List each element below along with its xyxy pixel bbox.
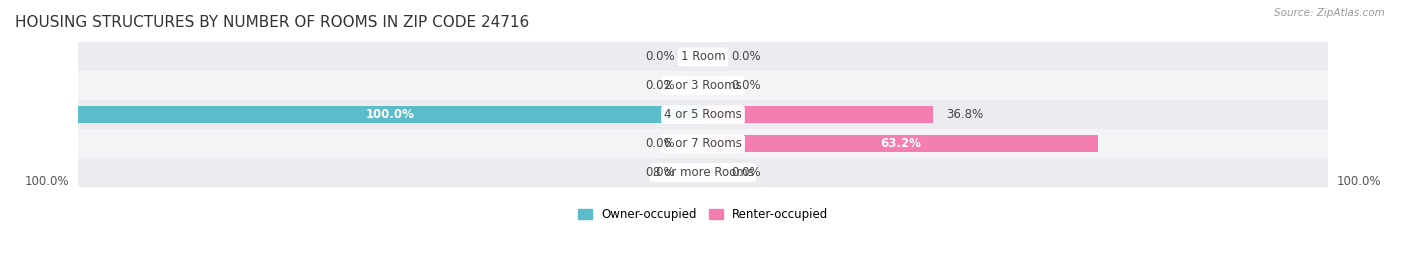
- Bar: [685, 48, 703, 65]
- Text: 6 or 7 Rooms: 6 or 7 Rooms: [664, 137, 742, 150]
- Bar: [703, 77, 721, 94]
- Bar: [703, 48, 721, 65]
- Text: 0.0%: 0.0%: [731, 50, 761, 63]
- Text: 4 or 5 Rooms: 4 or 5 Rooms: [664, 108, 742, 121]
- Bar: [77, 158, 1329, 187]
- Text: 100.0%: 100.0%: [366, 108, 415, 121]
- Text: 1 Room: 1 Room: [681, 50, 725, 63]
- Text: 0.0%: 0.0%: [645, 137, 675, 150]
- Bar: [77, 43, 1329, 71]
- Text: 0.0%: 0.0%: [731, 166, 761, 179]
- Text: 100.0%: 100.0%: [24, 175, 69, 189]
- Text: 36.8%: 36.8%: [946, 108, 983, 121]
- Text: 8 or more Rooms: 8 or more Rooms: [652, 166, 754, 179]
- Bar: [703, 135, 1098, 152]
- Legend: Owner-occupied, Renter-occupied: Owner-occupied, Renter-occupied: [578, 208, 828, 221]
- Bar: [77, 100, 1329, 129]
- Text: 0.0%: 0.0%: [645, 50, 675, 63]
- Bar: [685, 135, 703, 152]
- Bar: [685, 77, 703, 94]
- Bar: [703, 164, 721, 181]
- Text: 63.2%: 63.2%: [880, 137, 921, 150]
- Bar: [77, 71, 1329, 100]
- Bar: [685, 164, 703, 181]
- Text: 0.0%: 0.0%: [645, 166, 675, 179]
- Bar: [703, 106, 934, 123]
- Text: 0.0%: 0.0%: [731, 79, 761, 92]
- Text: 0.0%: 0.0%: [645, 79, 675, 92]
- Text: 2 or 3 Rooms: 2 or 3 Rooms: [664, 79, 742, 92]
- Bar: [77, 106, 703, 123]
- Text: Source: ZipAtlas.com: Source: ZipAtlas.com: [1274, 8, 1385, 18]
- Text: HOUSING STRUCTURES BY NUMBER OF ROOMS IN ZIP CODE 24716: HOUSING STRUCTURES BY NUMBER OF ROOMS IN…: [15, 15, 529, 30]
- Text: 100.0%: 100.0%: [1337, 175, 1382, 189]
- Bar: [77, 129, 1329, 158]
